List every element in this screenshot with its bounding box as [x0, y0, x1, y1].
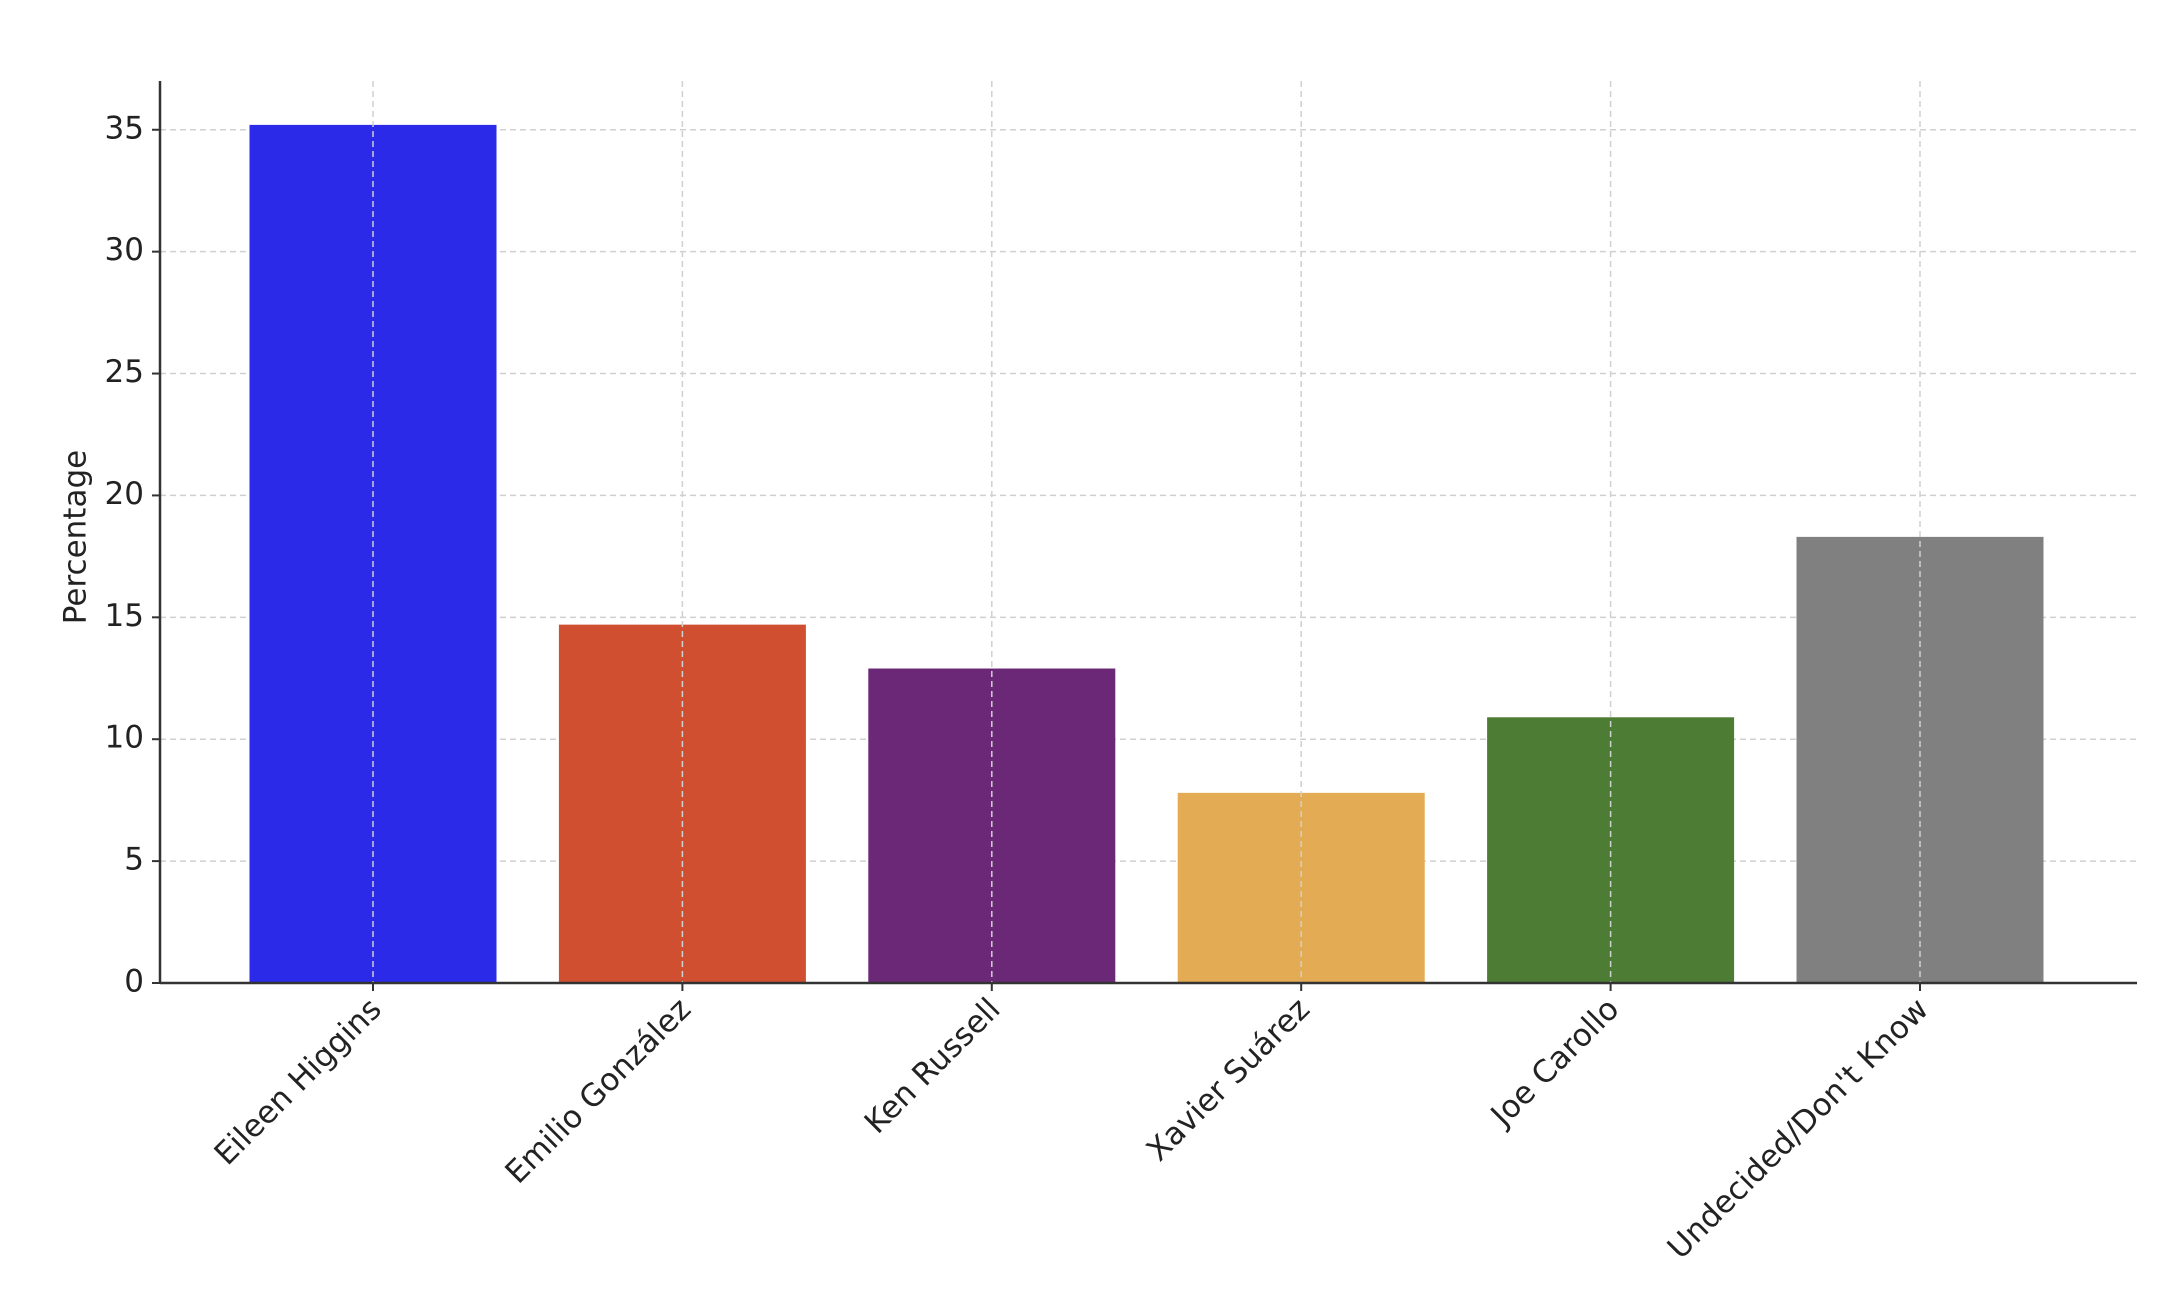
y-axis-label: Percentage [58, 450, 94, 624]
y-tick-label: 35 [105, 110, 144, 146]
y-tick-label: 30 [105, 232, 144, 268]
y-tick-label: 15 [105, 598, 144, 634]
y-tick-label: 25 [105, 354, 144, 390]
y-tick-label: 0 [124, 964, 144, 1000]
y-tick-label: 5 [124, 842, 144, 878]
y-tick-label: 20 [105, 476, 144, 512]
y-tick-label: 10 [105, 720, 144, 756]
